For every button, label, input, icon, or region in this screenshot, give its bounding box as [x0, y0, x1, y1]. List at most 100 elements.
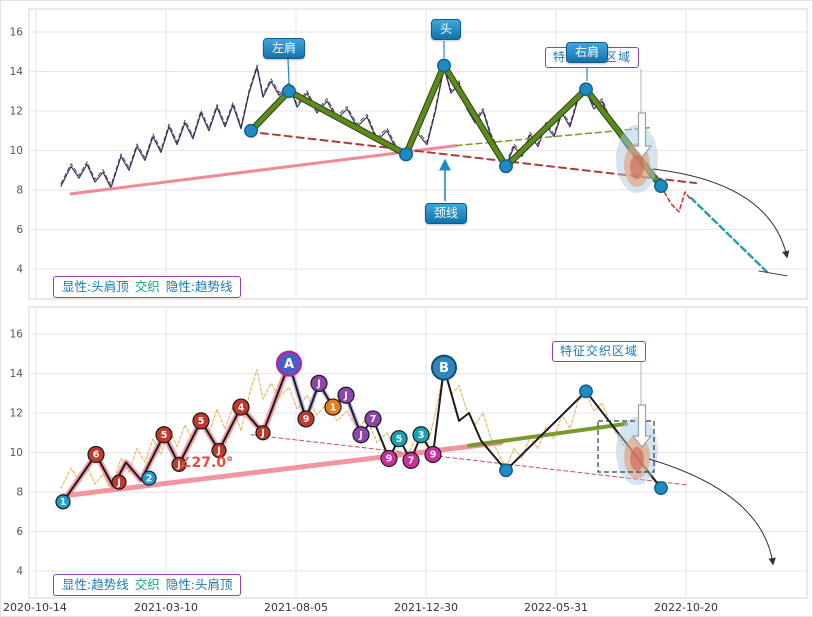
pivot-dot [499, 463, 513, 478]
pivot-marker-label: J [316, 379, 321, 390]
left-shoulder-label: 左肩 [263, 38, 306, 59]
pivot-marker-label: J [216, 446, 221, 457]
x-tick-label: 2022-05-31 [524, 601, 588, 614]
series-trend-pink [69, 144, 458, 196]
pattern-caption-top: 显性:头肩顶 交织 隐性:趋势线 [53, 276, 242, 298]
pivot-marker [232, 398, 250, 416]
y-tick-label: 8 [16, 487, 23, 499]
y-tick-label: 14 [10, 66, 24, 78]
pivot-marker [431, 354, 457, 381]
feature-zone-label-bottom: 特征交织区域 [552, 341, 647, 362]
pivot-marker [141, 470, 157, 486]
caption-implicit-bottom: 隐性:头肩顶 [165, 577, 233, 592]
pivot-marker [87, 445, 105, 464]
pivot-dot [282, 84, 296, 99]
pivot-marker-label: 1 [60, 497, 67, 508]
highlight-ellipse [630, 155, 644, 179]
y-tick-label: 8 [16, 185, 23, 197]
trendline-angle-label: ∠27.0° [179, 455, 234, 471]
y-tick-label: 4 [16, 566, 23, 578]
pivot-marker [111, 474, 127, 490]
pivot-marker [255, 425, 271, 441]
pivot-marker-label: 6 [93, 450, 100, 461]
pivot-dot [437, 58, 451, 73]
pivot-dot [244, 123, 258, 138]
x-tick-label: 2021-03-10 [134, 601, 198, 614]
pivot-marker [192, 412, 210, 430]
neckline-label: 颈线 [425, 203, 468, 224]
series-projection-teal-dashed [689, 196, 771, 276]
pivot-marker-label: 2 [146, 473, 153, 484]
caption-explicit-bottom: 显性:趋势线 [62, 577, 129, 592]
caption-interweave-top: 交织 [134, 279, 160, 294]
y-tick-label: 12 [10, 106, 23, 118]
pivot-marker [390, 430, 408, 448]
pivot-dot [654, 179, 668, 194]
pivot-marker-label: 9 [386, 454, 393, 465]
pivot-marker [352, 426, 370, 444]
pivot-marker-label: 5 [161, 430, 168, 441]
pivot-marker-label: 1 [330, 402, 337, 413]
pivot-dot [399, 147, 413, 162]
pivot-marker [276, 350, 302, 377]
series-trend-green-thick [467, 421, 628, 448]
y-tick-label: 16 [10, 27, 24, 39]
pivot-marker [211, 442, 227, 459]
projection-curve-arrow [648, 458, 776, 566]
pivot-dot [579, 82, 593, 97]
x-tick-label: 2020-10-14 [3, 601, 67, 614]
feature-zone-dashed-rect [597, 420, 655, 473]
y-tick-label: 16 [10, 329, 24, 341]
pivot-marker-label: 9 [303, 414, 310, 425]
series-projection-end-tick [758, 270, 788, 277]
drop-arrow [631, 404, 653, 448]
series-neckline-thin-dashed [250, 434, 690, 486]
projection-curve-arrow [652, 168, 790, 259]
pivot-marker-label: B [439, 361, 449, 376]
pivot-marker-label: 3 [418, 430, 425, 441]
pivot-marker [364, 410, 382, 428]
x-tick-label: 2021-08-05 [264, 601, 328, 614]
pivot-marker [337, 386, 355, 404]
y-tick-label: 6 [16, 224, 23, 236]
pivot-marker [155, 426, 173, 444]
pivot-marker [310, 374, 328, 392]
pivot-marker-label: 4 [238, 402, 245, 413]
pivot-marker-label: 9 [430, 450, 437, 461]
pivot-marker-label: J [116, 477, 121, 488]
y-tick-label: 10 [10, 447, 23, 459]
pivot-marker-label: 7 [408, 456, 415, 467]
pivot-marker [297, 410, 315, 428]
pivot-marker-label: J [358, 430, 363, 441]
chart-0 [60, 41, 790, 277]
drop-arrow [631, 112, 653, 158]
pivot-dot [654, 481, 668, 495]
pivot-dot [499, 159, 513, 174]
pivot-marker-label: J [343, 390, 348, 401]
pattern-caption-bottom: 显性:趋势线 交织 隐性:头肩顶 [53, 574, 242, 596]
right-shoulder-label: 右肩 [566, 42, 609, 63]
panel-0: 16 14 12 10 8 6 4 [10, 8, 808, 300]
y-tick-label: 10 [10, 145, 23, 157]
caption-interweave-bottom: 交织 [134, 577, 160, 592]
caption-explicit-top: 显性:头肩顶 [62, 279, 129, 294]
pivot-marker [380, 449, 398, 468]
x-tick-label: 2021-12-30 [394, 601, 458, 614]
y-tick-label: 14 [10, 368, 24, 380]
pivot-marker-label: 7 [370, 414, 377, 425]
pivot-marker [412, 426, 430, 444]
caption-implicit-top: 隐性:趋势线 [165, 279, 233, 294]
pivot-marker-label: A [284, 357, 294, 372]
y-tick-label: 12 [10, 408, 23, 420]
pivot-marker-label: 5 [198, 416, 205, 427]
pivot-marker [171, 456, 187, 472]
label-connector-line [287, 58, 290, 84]
head-label: 头 [431, 19, 462, 40]
highlight-ellipse [630, 447, 644, 471]
pivot-marker [324, 398, 342, 416]
y-tick-label: 4 [16, 264, 23, 276]
pivot-dot [579, 384, 593, 399]
